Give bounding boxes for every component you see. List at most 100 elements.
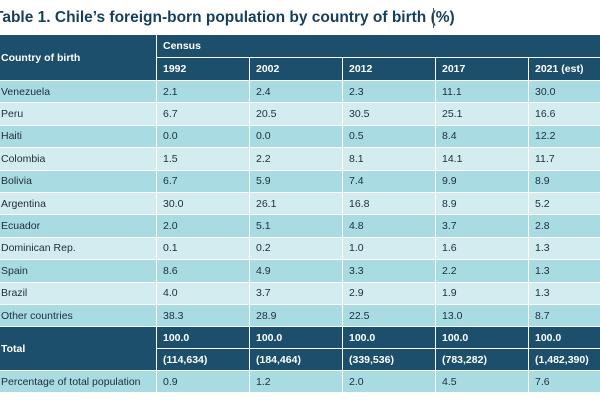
value-cell: 38.3 [156, 303, 250, 328]
value-cell: 3.7 [249, 281, 343, 305]
total-count-cell: (114,634) [156, 348, 250, 372]
value-cell: 4.5 [435, 370, 529, 394]
value-cell: 13.0 [435, 303, 529, 328]
total-count-cell: (184,464) [249, 348, 343, 372]
country-cell: Haiti [0, 124, 157, 149]
value-cell: 1.3 [527, 281, 600, 305]
value-cell: 22.5 [342, 303, 436, 328]
total-percent-cell: 100.0 [249, 326, 343, 350]
value-cell: 8.4 [435, 124, 529, 149]
value-cell: 12.2 [527, 124, 600, 149]
total-label: Total [0, 326, 157, 372]
value-cell: 0.2 [249, 236, 343, 261]
table-row: Peru 6.7 20.5 30.5 25.1 16.6 [0, 102, 600, 126]
value-cell: 1.2 [249, 370, 343, 394]
value-cell: 5.9 [249, 169, 343, 193]
table-row: Other countries 38.3 28.9 22.5 13.0 8.7 [0, 303, 600, 328]
country-cell: Bolivia [0, 169, 157, 193]
value-cell: 14.1 [435, 147, 529, 171]
total-percent-cell: 100.0 [156, 326, 250, 350]
value-cell: 9.9 [435, 169, 529, 193]
value-cell: 20.5 [249, 102, 343, 126]
value-cell: 2.2 [249, 147, 343, 171]
value-cell: 3.3 [342, 259, 436, 283]
header-census: Census [155, 34, 600, 58]
country-cell: Spain [0, 259, 157, 283]
header-country-of-birth: Country of birth [0, 34, 157, 81]
value-cell: 28.9 [249, 303, 343, 328]
country-cell: Venezuela [0, 79, 157, 104]
text-cursor [433, 8, 434, 28]
total-count-cell: (1,482,390) [527, 348, 600, 372]
value-cell: 8.6 [156, 259, 250, 283]
country-cell: Dominican Rep. [0, 236, 157, 261]
value-cell: 1.5 [156, 147, 250, 171]
value-cell: 6.7 [156, 169, 250, 193]
total-row: Total 100.0 100.0 100.0 100.0 100.0 [0, 326, 600, 372]
value-cell: 2.9 [342, 281, 436, 305]
table-row: Colombia 1.5 2.2 8.1 14.1 11.7 [0, 147, 600, 171]
header-year: 2021 (est) [527, 57, 600, 81]
table-row: Ecuador 2.0 5.1 4.8 3.7 2.8 [0, 214, 600, 238]
value-cell: 4.8 [342, 214, 436, 238]
value-cell: 25.1 [435, 102, 529, 126]
foreign-born-table: Country of birth Census 1992 2002 2012 2… [0, 34, 600, 394]
value-cell: 1.3 [527, 259, 600, 283]
value-cell: 4.0 [156, 281, 250, 305]
value-cell: 6.7 [156, 102, 250, 126]
total-count-cell: (339,536) [342, 348, 436, 372]
value-cell: 7.6 [527, 370, 600, 394]
country-cell: Ecuador [0, 214, 157, 238]
value-cell: 0.0 [249, 124, 343, 149]
total-percent-cell: 100.0 [435, 326, 529, 350]
percentage-row: Percentage of total population 0.9 1.2 2… [0, 370, 600, 394]
header-year: 2017 [435, 57, 529, 81]
value-cell: 8.7 [527, 303, 600, 328]
table-row: Argentina 30.0 26.1 16.8 8.9 5.2 [0, 191, 600, 216]
value-cell: 5.1 [249, 214, 343, 238]
value-cell: 8.1 [342, 147, 436, 171]
table-row: Dominican Rep. 0.1 0.2 1.0 1.6 1.3 [0, 236, 600, 261]
percentage-label: Percentage of total population [0, 370, 157, 394]
value-cell: 1.9 [435, 281, 529, 305]
value-cell: 30.5 [342, 102, 436, 126]
table-row: Spain 8.6 4.9 3.3 2.2 1.3 [0, 259, 600, 283]
table-row: Bolivia 6.7 5.9 7.4 9.9 8.9 [0, 169, 600, 193]
value-cell: 2.0 [342, 370, 436, 394]
value-cell: 30.0 [527, 79, 600, 104]
value-cell: 1.0 [342, 236, 436, 261]
total-percent-cell: 100.0 [342, 326, 436, 350]
value-cell: 3.7 [435, 214, 529, 238]
value-cell: 16.6 [527, 102, 600, 126]
value-cell: 2.4 [249, 79, 343, 104]
value-cell: 2.2 [435, 259, 529, 283]
total-count-row: (114,634) (184,464) (339,536) (783,282) … [0, 348, 600, 372]
value-cell: 1.6 [435, 236, 529, 261]
value-cell: 30.0 [156, 191, 250, 216]
value-cell: 4.9 [249, 259, 343, 283]
value-cell: 5.2 [527, 191, 600, 216]
value-cell: 2.0 [156, 214, 250, 238]
header-year: 2002 [249, 57, 343, 81]
table-row: Haiti 0.0 0.0 0.5 8.4 12.2 [0, 124, 600, 149]
value-cell: 16.8 [342, 191, 436, 216]
value-cell: 0.1 [156, 236, 250, 261]
value-cell: 0.9 [156, 370, 250, 394]
value-cell: 0.0 [156, 124, 250, 149]
value-cell: 8.9 [435, 191, 529, 216]
value-cell: 8.9 [527, 169, 600, 193]
value-cell: 26.1 [249, 191, 343, 216]
value-cell: 0.5 [342, 124, 436, 149]
header-year: 2012 [342, 57, 436, 81]
country-cell: Other countries [0, 303, 157, 328]
value-cell: 2.3 [342, 79, 436, 104]
total-percent-cell: 100.0 [527, 326, 600, 350]
country-cell: Peru [0, 102, 157, 126]
total-count-cell: (783,282) [435, 348, 529, 372]
table-title: Table 1. Chile’s foreign-born population… [0, 9, 455, 26]
table-row: Venezuela 2.1 2.4 2.3 11.1 30.0 [0, 79, 600, 104]
header-year: 1992 [156, 57, 250, 81]
country-cell: Colombia [0, 147, 157, 171]
value-cell: 2.8 [527, 214, 600, 238]
value-cell: 2.1 [156, 79, 250, 104]
